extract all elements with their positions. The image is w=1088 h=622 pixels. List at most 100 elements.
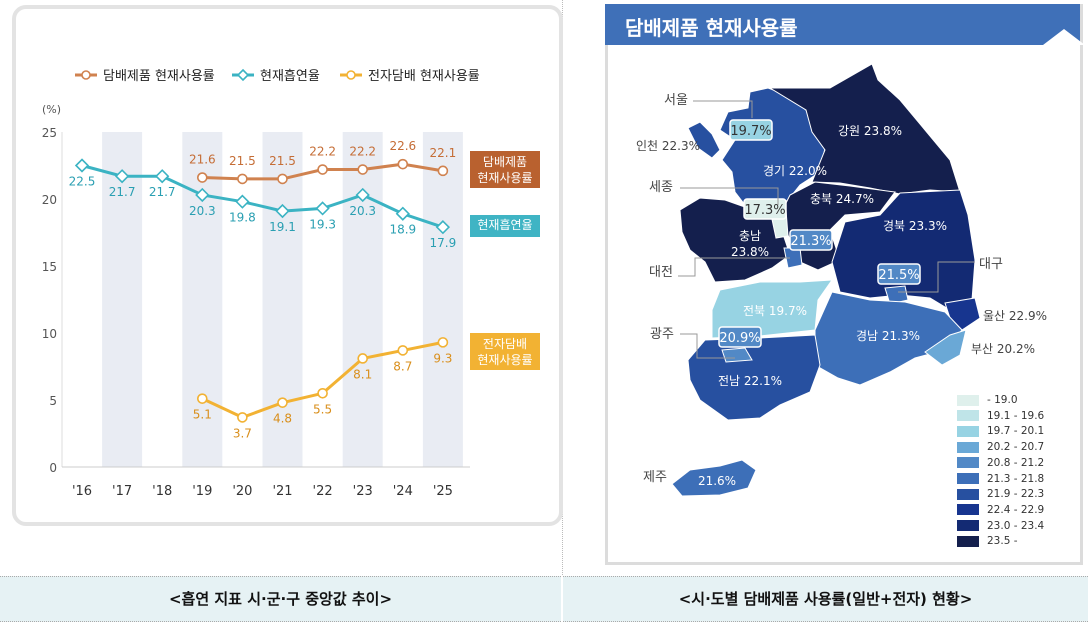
daegu-value-box xyxy=(877,263,921,285)
daejeon-value: 21.3% xyxy=(790,234,831,249)
data-point-diamond xyxy=(315,201,330,216)
region-label: 강원 23.8% xyxy=(838,124,902,138)
legend-item: 19.1 - 19.6 xyxy=(957,410,1044,422)
legend-label: 23.5 - xyxy=(987,535,1018,548)
right-caption: <시·도별 담배제품 사용률(일반+전자) 현황> xyxy=(563,576,1088,622)
y-tick-label: 0 xyxy=(49,461,57,475)
map-title: 담배제품 현재사용률 xyxy=(625,16,798,40)
left-caption: <흡연 지표 시·군·구 중앙값 추이> xyxy=(0,576,561,622)
region-jeonnam xyxy=(687,334,821,421)
series-end-label-box xyxy=(470,151,540,188)
legend-label: 22.4 - 22.9 xyxy=(987,503,1045,516)
data-label: 18.9 xyxy=(389,223,416,237)
region-label: 울산 22.9% xyxy=(983,309,1047,323)
legend-item: 23.5 - xyxy=(957,535,1018,547)
seoul-value: 19.7% xyxy=(730,124,771,139)
series-end-label: 전자담배 xyxy=(483,337,527,351)
legend-item: - 19.0 xyxy=(957,394,1018,406)
legend-item: 21.3 - 21.8 xyxy=(957,473,1044,485)
x-tick-label: '24 xyxy=(393,484,413,499)
legend-label: 19.1 - 19.6 xyxy=(987,409,1045,422)
series-end-label-box xyxy=(470,215,540,237)
region-label: 인천 22.3% xyxy=(636,138,700,153)
legend-entry: 전자담배 현재사용률 xyxy=(340,69,480,84)
seoul-value-box xyxy=(729,119,773,141)
region-name-label: 세종 xyxy=(649,180,673,195)
data-label: 21.6 xyxy=(189,153,216,167)
region-name-label: 대전 xyxy=(649,265,673,280)
x-tick-label: '17 xyxy=(112,484,132,499)
x-tick-label: '16 xyxy=(72,484,92,499)
legend-swatch xyxy=(957,425,979,437)
trend-line-chart: (%) 0 5 10 15 20 25 '16 '17 '18 '19 '20 '21 '22 '23 '24… xyxy=(42,68,540,499)
gwangju-value: 20.9% xyxy=(719,331,760,346)
legend-circle-marker xyxy=(346,70,356,80)
data-label: 4.8 xyxy=(273,412,292,426)
series-end-label: 현재사용률 xyxy=(477,353,532,367)
daejeon-value-box xyxy=(789,229,833,251)
region-busan xyxy=(924,329,967,366)
legend-label: 담배제품 현재사용률 xyxy=(103,69,215,84)
region-label: 충남 xyxy=(739,229,761,243)
y-tick-label: 5 xyxy=(49,394,57,408)
series-end-label: 현재흡연율 xyxy=(477,218,532,232)
series-end-label-box xyxy=(470,333,540,370)
data-point-circle xyxy=(237,412,248,423)
region-ulsan xyxy=(944,297,981,331)
legend-item: 22.4 - 22.9 xyxy=(957,504,1044,516)
y-tick-label: 25 xyxy=(42,126,57,140)
data-label: 22.5 xyxy=(69,175,96,189)
y-tick-label: 10 xyxy=(42,327,57,341)
legend-swatch xyxy=(957,457,979,469)
legend-item: 20.8 - 21.2 xyxy=(957,457,1044,469)
region-incheon xyxy=(687,121,721,159)
leader-line xyxy=(693,100,753,118)
region-name-label: 광주 xyxy=(650,327,674,342)
leader-line xyxy=(678,257,790,277)
data-label: 22.2 xyxy=(309,145,336,159)
data-label: 3.7 xyxy=(233,426,252,440)
y-unit-label: (%) xyxy=(42,103,61,116)
data-label: 21.7 xyxy=(149,185,176,199)
gwangju-value-box xyxy=(718,326,762,348)
legend-circle-marker xyxy=(81,70,91,80)
legend-item: 23.0 - 23.4 xyxy=(957,520,1044,532)
region-daegu xyxy=(884,285,909,305)
data-point-diamond xyxy=(155,169,170,184)
data-point-diamond xyxy=(395,206,410,221)
data-point-circle xyxy=(197,393,208,404)
legend-label: 전자담배 현재사용률 xyxy=(368,69,480,84)
legend-label: 21.9 - 22.3 xyxy=(987,488,1045,501)
leader-line xyxy=(680,333,735,359)
trend-panel: (%) 0 5 10 15 20 25 '16 '17 '18 '19 '20 '21 '22 '23 '24… xyxy=(0,0,563,575)
legend-label: 21.3 - 21.8 xyxy=(987,472,1045,485)
data-point-diamond xyxy=(275,203,290,219)
data-label: 5.1 xyxy=(193,408,212,422)
legend-label: 19.7 - 20.1 xyxy=(987,425,1045,438)
leader-line xyxy=(898,261,975,293)
region-label: 경남 21.3% xyxy=(856,329,920,343)
legend-swatch xyxy=(957,488,979,500)
data-label: 22.6 xyxy=(389,139,416,153)
series-end-label: 담배제품 xyxy=(483,155,527,169)
data-point-circle xyxy=(437,165,449,177)
y-tick-label: 15 xyxy=(42,260,57,274)
column-band xyxy=(262,132,303,467)
legend-label: 20.2 - 20.7 xyxy=(987,441,1045,454)
legend-label: - 19.0 xyxy=(987,394,1018,406)
legend-diamond-marker xyxy=(236,68,250,82)
x-tick-label: '23 xyxy=(353,484,373,499)
data-label: 9.3 xyxy=(433,351,452,365)
legend-swatch xyxy=(957,441,979,453)
data-point-circle xyxy=(237,173,248,185)
series-end-label: 현재사용률 xyxy=(477,171,532,185)
data-label: 19.1 xyxy=(269,220,296,234)
data-label: 17.9 xyxy=(430,236,457,250)
region-label: 부산 20.2% xyxy=(971,342,1035,356)
data-point-circle xyxy=(397,158,409,170)
data-label: 8.7 xyxy=(393,359,412,373)
daegu-value: 21.5% xyxy=(878,268,919,283)
x-tick-label: '18 xyxy=(152,484,172,499)
data-label: 21.7 xyxy=(109,185,136,199)
data-label: 5.5 xyxy=(313,402,332,416)
